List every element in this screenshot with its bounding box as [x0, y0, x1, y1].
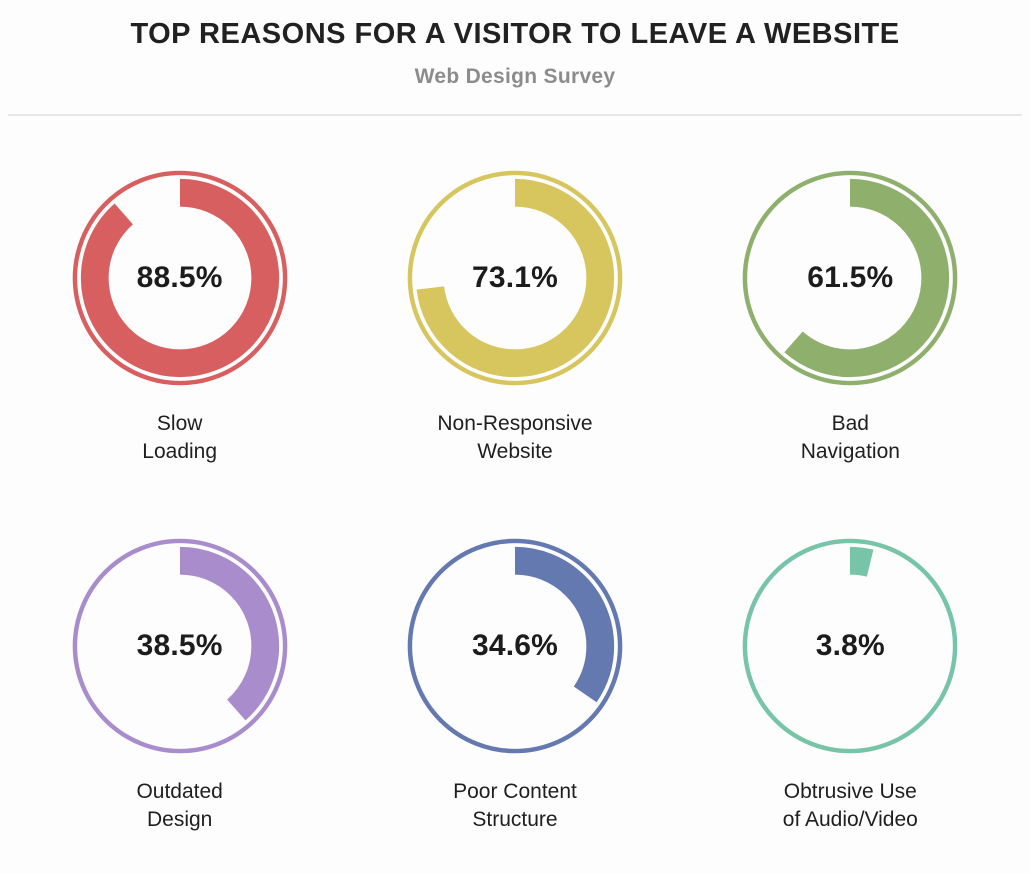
donut-category-label: Bad Navigation: [801, 410, 900, 465]
donut-gauge: 3.8%: [736, 532, 964, 760]
donut-chart-poor-content-structure: 34.6% Poor Content Structure: [347, 532, 682, 833]
donut-chart-outdated-design: 38.5% Outdated Design: [12, 532, 347, 833]
donut-gauge-svg: [72, 171, 287, 386]
donut-category-label-line: Design: [146, 807, 213, 831]
donut-category-label: Obtrusive Use of Audio/Video: [783, 778, 918, 833]
donut-category-label: Non-Responsive Website: [437, 410, 592, 465]
donut-value-arc: [80, 179, 279, 378]
donut-category-label-line: Website: [477, 440, 553, 464]
donut-category-label-line: Navigation: [800, 440, 900, 464]
donut-gauge: 73.1%: [401, 164, 629, 392]
donut-outer-ring: [407, 171, 623, 386]
donut-chart-slow-loading: 88.5% Slow Loading: [12, 164, 347, 465]
donut-category-label-line: of Audio/Video: [782, 807, 918, 831]
donut-value-arc: [415, 546, 615, 745]
donut-outer-ring: [72, 538, 287, 754]
donut-gauge-svg: [72, 538, 287, 754]
donut-gauge-svg: [743, 171, 958, 386]
donut-gauge: 61.5%: [736, 164, 964, 392]
donut-outer-ring: [407, 538, 623, 754]
donut-gauge: 34.6%: [401, 532, 629, 760]
donut-value-arc: [751, 179, 950, 378]
donut-outer-ring: [72, 171, 287, 386]
donut-value-arc: [80, 546, 279, 745]
page-title: TOP REASONS FOR A VISITOR TO LEAVE A WEB…: [130, 18, 900, 50]
header-divider: [8, 114, 1022, 117]
donut-chart-obtrusive-use-of-audio-video: 3.8% Obtrusive Use of Audio/Video: [683, 532, 1018, 833]
donut-category-label-line: Non-Responsive: [437, 412, 593, 436]
donut-gauge: 88.5%: [66, 164, 294, 392]
donut-chart-bad-navigation: 61.5% Bad Navigation: [683, 164, 1018, 465]
donut-value-arc: [751, 546, 950, 745]
donut-category-label-line: Structure: [472, 807, 558, 831]
donut-category-label-line: Outdated: [136, 779, 223, 803]
donut-category-label-line: Poor Content: [453, 779, 577, 803]
donut-outer-ring: [743, 538, 958, 754]
donut-category-label: Slow Loading: [142, 410, 217, 465]
donut-category-label-line: Bad: [831, 412, 869, 436]
donut-gauge-svg: [743, 538, 958, 754]
donut-outer-ring: [743, 171, 958, 386]
donut-value-arc: [415, 179, 615, 378]
page-subtitle: Web Design Survey: [414, 65, 616, 89]
donut-category-label: Outdated Design: [136, 778, 222, 833]
charts-grid: 88.5% Slow Loading 73.1% Non-Responsive Websi…: [0, 164, 1030, 833]
donut-chart-non-responsive-website: 73.1% Non-Responsive Website: [347, 164, 682, 465]
donut-category-label-line: Slow: [156, 412, 203, 436]
donut-gauge-svg: [407, 538, 623, 754]
donut-category-label-line: Obtrusive Use: [783, 779, 917, 803]
donut-gauge: 38.5%: [66, 532, 294, 760]
donut-category-label: Poor Content Structure: [453, 778, 577, 833]
donut-gauge-svg: [407, 171, 623, 386]
header: TOP REASONS FOR A VISITOR TO LEAVE A WEB…: [0, 0, 1030, 89]
donut-category-label-line: Loading: [142, 440, 218, 464]
